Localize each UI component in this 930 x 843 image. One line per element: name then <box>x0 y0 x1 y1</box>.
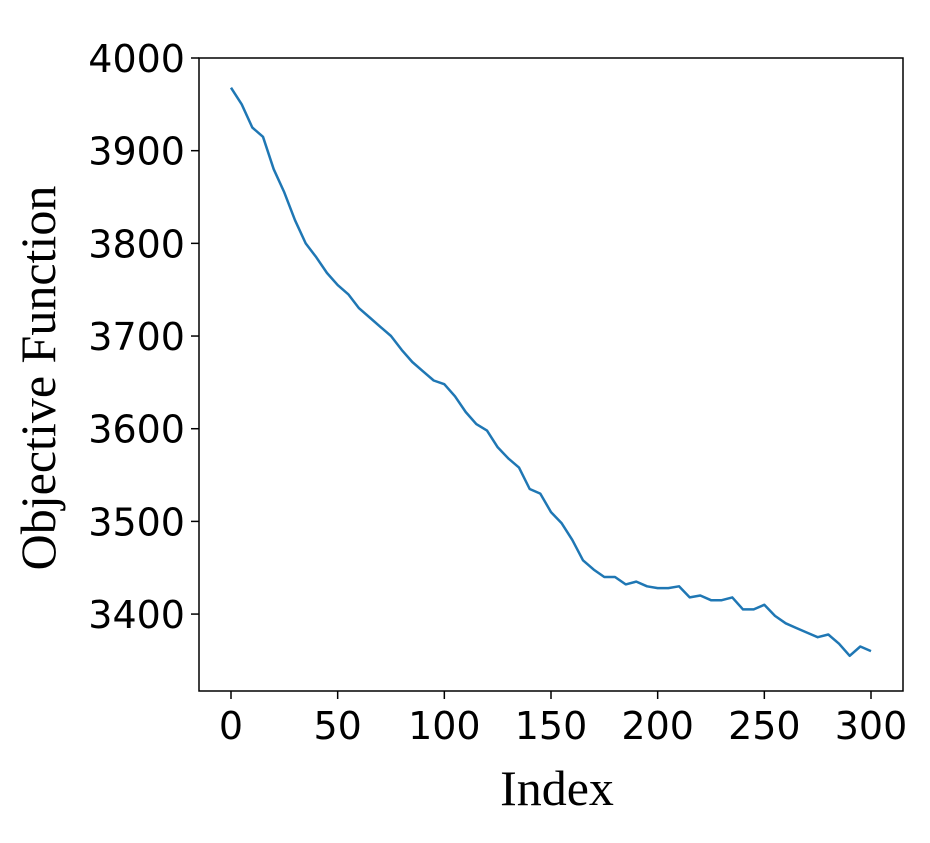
x-tick-label: 100 <box>408 704 481 748</box>
x-tick-label: 200 <box>621 704 694 748</box>
x-tick-label: 0 <box>219 704 243 748</box>
y-tick-label: 3500 <box>88 500 185 544</box>
y-tick-label: 3900 <box>88 130 185 174</box>
y-tick-label: 3600 <box>88 408 185 452</box>
plot-frame <box>198 57 904 692</box>
y-tick-label: 4000 <box>88 37 185 81</box>
x-axis-label: Index <box>500 760 614 816</box>
y-tick-label: 3700 <box>88 315 185 359</box>
x-tick-label: 50 <box>313 704 361 748</box>
x-tick-label: 150 <box>515 704 588 748</box>
y-tick-label: 3800 <box>88 222 185 266</box>
y-axis-label: Objective Function <box>10 186 66 571</box>
x-tick-label: 300 <box>835 704 908 748</box>
y-tick-label: 3400 <box>88 593 185 637</box>
x-tick-label: 250 <box>728 704 801 748</box>
line <box>229 87 872 658</box>
